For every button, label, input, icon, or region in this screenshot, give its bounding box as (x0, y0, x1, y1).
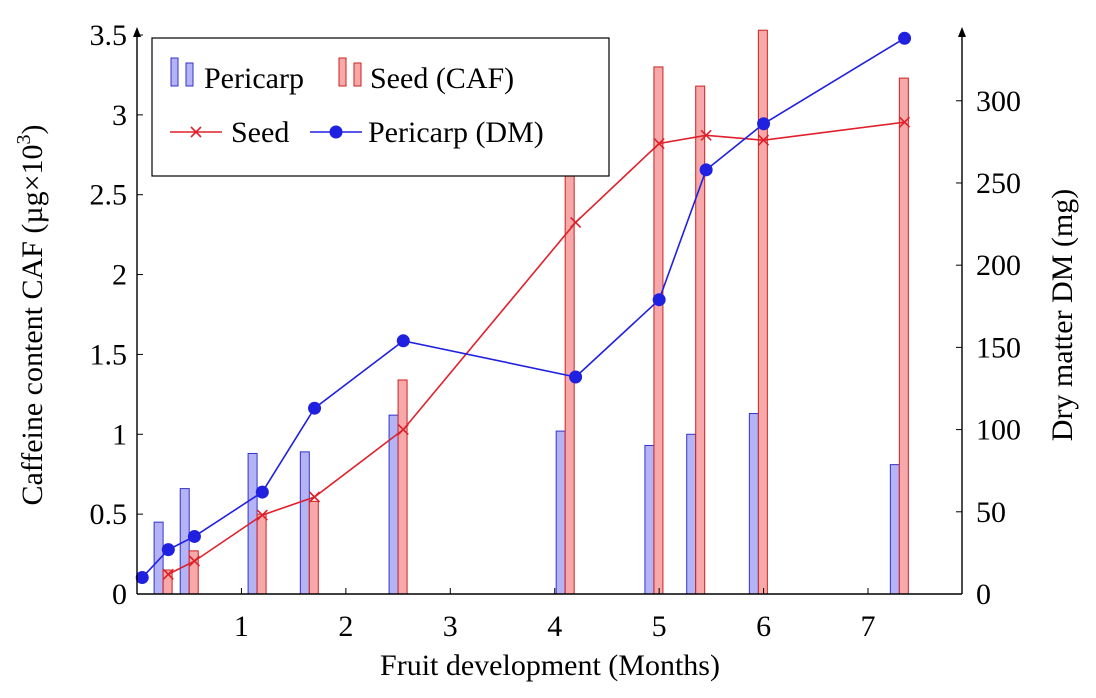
legend-swatch-seed-marker (190, 126, 202, 138)
bar-pericarp (388, 414, 399, 595)
legend-swatch-seed-caf-bar-b (353, 62, 362, 87)
point-seed (898, 116, 911, 128)
x-tick-label: 5 (652, 610, 667, 643)
point-pericarp-dm (699, 163, 713, 177)
y-right-tick-label: 250 (976, 167, 1021, 200)
ticks-layer: 1 2 3 4 5 6 7 0 0.5 1 1.5 2 2.5 3 3.5 0 50 100 150 200 250 30… (90, 19, 1022, 643)
y-right-tick-label: 50 (976, 496, 1006, 529)
legend-label-seed: Seed (231, 116, 289, 149)
y-left-tick-label: 2 (112, 259, 127, 292)
point-seed (653, 137, 665, 150)
bar-seed-caf (397, 379, 408, 595)
y-left-tick-label: 3 (112, 99, 127, 132)
point-pericarp-dm (255, 485, 269, 499)
y-left-tick-label: 1.5 (90, 338, 128, 371)
legend-swatch-pericarp-dm-marker (329, 125, 343, 139)
y-axis-left-title-main: Caffeine content CAF (µg×10 (16, 144, 49, 505)
point-seed (162, 568, 174, 580)
bar-seed-caf (256, 513, 267, 595)
x-tick-label: 3 (443, 610, 458, 643)
y-axis-left-title: Caffeine content CAF (µg×103) (13, 124, 49, 505)
bar-seed-caf (695, 85, 706, 595)
point-pericarp-dm (161, 543, 175, 557)
lines-layer (135, 31, 912, 585)
x-tick-label: 1 (234, 610, 249, 643)
bar-seed-caf (308, 500, 319, 595)
x-tick-label: 4 (547, 610, 562, 643)
point-seed (397, 424, 409, 436)
x-axis-title: Fruit development (Months) (380, 649, 720, 682)
y-left-tick-label: 0.5 (90, 498, 128, 531)
y-axis-left-title-sup: 3 (13, 134, 35, 144)
y-right-tick-label: 300 (976, 85, 1021, 118)
y-right-tick-label: 100 (976, 414, 1021, 447)
y-right-tick-label: 150 (976, 331, 1021, 364)
legend-swatch-pericarp-bar-b (185, 62, 194, 87)
bar-pericarp (555, 430, 566, 595)
legend: Pericarp Seed (CAF) Seed Pericarp (DM) (151, 37, 610, 177)
y-axis-right-title: Dry matter DM (mg) (1046, 189, 1079, 441)
line-seed (167, 121, 905, 575)
axes-layer (133, 27, 966, 595)
point-pericarp-dm (135, 571, 149, 585)
bar-seed-caf (898, 77, 909, 595)
legend-box (151, 37, 610, 177)
point-pericarp-dm (308, 401, 322, 415)
point-pericarp-dm (569, 370, 583, 384)
point-seed (308, 491, 321, 503)
y-right-tick-label: 0 (976, 578, 991, 611)
bar-pericarp (644, 444, 655, 595)
point-seed (758, 134, 770, 146)
legend-swatch-seed-caf-bar-a (338, 57, 347, 87)
y-left-tick-label: 0 (112, 578, 127, 611)
legend-swatch-pericarp-bar-a (170, 57, 179, 87)
y-left-tick-label: 2.5 (90, 179, 128, 212)
y-left-tick-label: 1 (112, 418, 127, 451)
bar-seed-caf (757, 29, 768, 595)
point-pericarp-dm (396, 334, 410, 348)
legend-label-pericarp: Pericarp (204, 62, 304, 95)
point-seed (570, 216, 582, 228)
point-seed (256, 509, 268, 521)
bar-pericarp (748, 413, 759, 595)
x-tick-label: 6 (756, 610, 771, 643)
point-seed (188, 555, 201, 567)
bar-pericarp (889, 464, 900, 595)
point-pericarp-dm (898, 31, 912, 45)
point-pericarp-dm (187, 529, 201, 543)
bar-pericarp (299, 451, 310, 595)
point-pericarp-dm (652, 293, 666, 307)
bars-layer (153, 29, 909, 595)
bar-pericarp (153, 521, 164, 595)
point-pericarp-dm (757, 117, 771, 131)
legend-label-seed-caf: Seed (CAF) (370, 62, 514, 95)
y-right-tick-label: 200 (976, 249, 1021, 282)
x-tick-label: 7 (861, 610, 876, 643)
legend-label-pericarp-dm: Pericarp (DM) (368, 116, 544, 149)
bar-pericarp (686, 433, 697, 595)
y-left-tick-label: 3.5 (90, 19, 128, 52)
y-axis-left-title-close: ) (16, 124, 49, 134)
point-seed (700, 129, 712, 141)
y-axis-right-arrow (958, 27, 966, 37)
x-tick-label: 2 (338, 610, 353, 643)
